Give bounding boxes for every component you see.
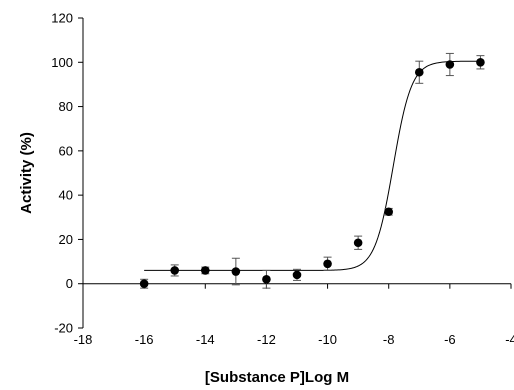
y-tick-label: 60 bbox=[59, 143, 73, 158]
y-tick-label: 20 bbox=[59, 232, 73, 247]
y-tick-label: 0 bbox=[66, 276, 73, 291]
data-point bbox=[353, 238, 363, 248]
data-point bbox=[292, 270, 302, 280]
x-tick-label: -8 bbox=[383, 332, 395, 347]
data-point bbox=[231, 267, 241, 276]
data-point bbox=[170, 266, 180, 275]
y-tick-label: 120 bbox=[51, 11, 73, 26]
data-point bbox=[414, 67, 424, 77]
x-tick-label: -4 bbox=[505, 332, 514, 347]
data-point bbox=[139, 279, 149, 289]
data-points bbox=[139, 57, 485, 289]
y-tick-label: -20 bbox=[54, 321, 73, 336]
x-tick-label: -6 bbox=[444, 332, 456, 347]
y-tick-label: 40 bbox=[59, 188, 73, 203]
y-tick-label: 100 bbox=[51, 55, 73, 70]
x-tick-label: -18 bbox=[74, 332, 93, 347]
data-point bbox=[384, 207, 394, 217]
x-axis-ticks: -18 -16 -14 -12 -10 -8 -6 -4 bbox=[74, 283, 514, 347]
data-point bbox=[323, 259, 332, 269]
data-point bbox=[476, 57, 485, 67]
y-tick-label: 80 bbox=[59, 99, 73, 114]
error-bars bbox=[140, 52, 485, 289]
y-axis-title: Activity (%) bbox=[18, 132, 35, 214]
data-point bbox=[200, 266, 210, 275]
x-tick-label: -10 bbox=[318, 332, 337, 347]
data-point bbox=[262, 274, 271, 284]
y-axis-ticks: -20 0 20 40 60 80 100 120 bbox=[51, 11, 83, 336]
data-point bbox=[445, 60, 455, 69]
x-tick-label: -12 bbox=[257, 332, 276, 347]
x-axis-title: [Substance P]Log M bbox=[205, 369, 349, 386]
fit-curve bbox=[144, 60, 481, 271]
x-tick-label: -14 bbox=[196, 332, 215, 347]
x-tick-label: -16 bbox=[135, 332, 154, 347]
